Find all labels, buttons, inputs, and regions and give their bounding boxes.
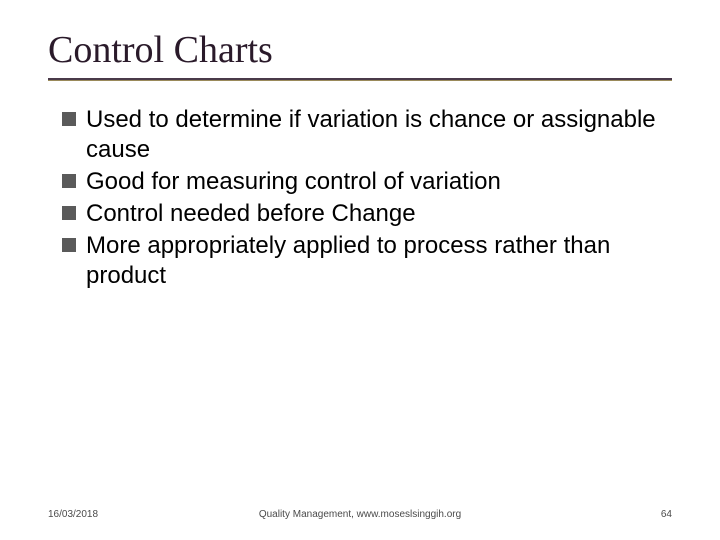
square-bullet-icon [62, 174, 76, 188]
bullet-item: Control needed before Change [62, 199, 672, 229]
square-bullet-icon [62, 238, 76, 252]
bullet-text: More appropriately applied to process ra… [86, 231, 672, 291]
square-bullet-icon [62, 206, 76, 220]
footer-page-number: 64 [661, 509, 672, 520]
bullet-item: Good for measuring control of variation [62, 167, 672, 197]
bullet-text: Good for measuring control of variation [86, 167, 501, 197]
slide-container: Control Charts Used to determine if vari… [0, 0, 720, 540]
bullet-item: Used to determine if variation is chance… [62, 105, 672, 165]
footer-center: Quality Management, www.moseslsinggih.or… [259, 509, 461, 520]
title-underline [48, 78, 672, 81]
footer-date: 16/03/2018 [48, 509, 98, 520]
slide-footer: 16/03/2018 Quality Management, www.moses… [48, 509, 672, 520]
bullet-text: Used to determine if variation is chance… [86, 105, 672, 165]
slide-title: Control Charts [48, 28, 672, 72]
bullet-text: Control needed before Change [86, 199, 416, 229]
bullet-item: More appropriately applied to process ra… [62, 231, 672, 291]
square-bullet-icon [62, 112, 76, 126]
bullet-list: Used to determine if variation is chance… [48, 105, 672, 291]
